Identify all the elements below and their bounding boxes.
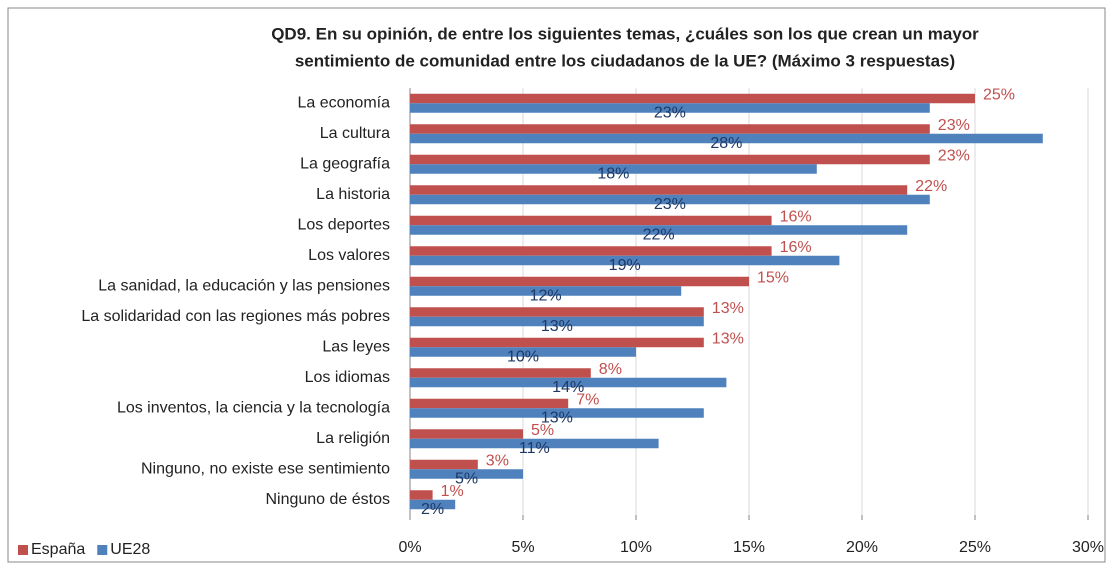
bar	[410, 185, 908, 195]
y-tick-label: La cultura	[320, 125, 390, 142]
legend-label: España	[31, 541, 85, 558]
bar	[410, 347, 636, 357]
data-label: 12%	[530, 287, 562, 304]
bar	[410, 377, 727, 388]
data-label: 3%	[486, 452, 509, 469]
data-label: 18%	[597, 165, 629, 182]
y-tick-label: Ninguno de éstos	[265, 491, 390, 508]
y-tick-label: La economía	[297, 94, 390, 111]
bar	[410, 459, 478, 470]
y-tick-label: La solidaridad con las regiones más pobr…	[81, 308, 390, 325]
bar	[410, 246, 772, 256]
data-label: 28%	[710, 135, 742, 152]
data-label: 22%	[643, 226, 675, 243]
x-tick-label: 30%	[1072, 539, 1104, 556]
y-tick-label: La religión	[316, 430, 390, 447]
data-label: 15%	[757, 269, 789, 286]
bar	[410, 398, 569, 409]
data-label: 13%	[712, 330, 744, 347]
legend-swatch	[18, 545, 28, 555]
data-label: 11%	[519, 440, 550, 457]
bar	[410, 429, 523, 439]
data-label: 5%	[531, 422, 554, 439]
bar	[410, 307, 704, 317]
bar	[410, 124, 930, 134]
chart-title: sentimiento de comunidad entre los ciuda…	[295, 51, 955, 70]
legend-label: UE28	[110, 541, 150, 558]
x-tick-label: 5%	[511, 539, 534, 556]
data-label: 23%	[938, 117, 970, 134]
data-label: 13%	[712, 300, 744, 317]
data-label: 23%	[654, 104, 686, 121]
data-label: 25%	[983, 86, 1015, 103]
bar	[410, 276, 749, 287]
bar	[410, 103, 930, 113]
bar	[410, 368, 591, 378]
data-label: 23%	[938, 147, 970, 164]
bar	[410, 469, 523, 479]
bar	[410, 93, 975, 104]
data-label: 14%	[552, 379, 584, 396]
data-label: 13%	[541, 318, 573, 335]
bar	[410, 133, 1043, 144]
data-label: 22%	[915, 178, 947, 195]
bar	[410, 154, 930, 165]
data-label: 13%	[541, 409, 573, 426]
x-tick-label: 25%	[959, 539, 991, 556]
data-label: 7%	[576, 391, 599, 408]
x-tick-label: 15%	[733, 539, 765, 556]
data-label: 19%	[609, 257, 641, 274]
data-label: 2%	[421, 501, 444, 518]
bar	[410, 499, 456, 510]
bar	[410, 225, 908, 235]
data-label: 16%	[780, 239, 812, 256]
y-tick-label: Los inventos, la ciencia y la tecnología	[117, 399, 390, 416]
y-tick-label: Los deportes	[297, 216, 390, 233]
bar	[410, 438, 659, 449]
data-label: 1%	[441, 483, 464, 500]
bar	[410, 337, 704, 348]
bar	[410, 194, 930, 205]
legend-swatch	[97, 545, 108, 555]
bar	[410, 255, 840, 266]
y-tick-label: La sanidad, la educación y las pensiones	[98, 277, 390, 294]
bar	[410, 164, 817, 174]
data-label: 10%	[507, 348, 539, 365]
bar	[410, 215, 772, 226]
y-tick-label: La historia	[316, 186, 390, 203]
bar	[410, 408, 704, 418]
x-tick-label: 20%	[846, 539, 878, 556]
data-label: 5%	[455, 470, 478, 487]
bar	[410, 286, 682, 296]
y-tick-label: La geografía	[300, 155, 390, 172]
x-tick-label: 10%	[620, 539, 652, 556]
y-tick-label: Los idiomas	[305, 369, 390, 386]
chart-title: QD9. En su opinión, de entre los siguien…	[271, 24, 979, 43]
bar	[410, 316, 704, 327]
y-tick-label: Los valores	[308, 247, 390, 264]
data-label: 8%	[599, 361, 622, 378]
data-label: 23%	[654, 196, 686, 213]
x-tick-label: 0%	[398, 539, 421, 556]
data-label: 16%	[780, 208, 812, 225]
bar	[410, 490, 433, 500]
y-tick-label: Las leyes	[322, 338, 390, 355]
y-tick-label: Ninguno, no existe ese sentimiento	[141, 460, 390, 477]
